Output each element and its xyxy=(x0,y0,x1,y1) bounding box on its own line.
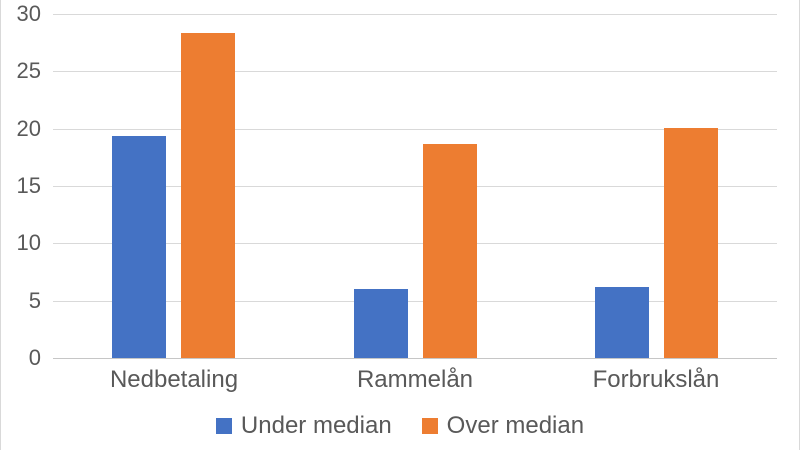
legend: Under median Over median xyxy=(1,412,799,440)
bar-over-median xyxy=(664,128,718,358)
legend-item: Over median xyxy=(421,412,585,440)
gridline xyxy=(53,71,777,72)
bar-over-median xyxy=(423,144,477,358)
y-axis-tick-label: 0 xyxy=(28,345,41,370)
bar-under-median xyxy=(112,136,166,358)
legend-swatch xyxy=(215,418,232,434)
y-axis-tick-label: 20 xyxy=(16,116,41,141)
y-axis-tick-label: 10 xyxy=(16,230,41,255)
y-axis-tick-label: 15 xyxy=(16,173,41,198)
bar-over-median xyxy=(181,33,235,358)
legend-item: Under median xyxy=(215,412,392,440)
category-label: Nedbetaling xyxy=(109,366,239,393)
y-axis-tick-label: 5 xyxy=(28,288,41,313)
legend-swatch xyxy=(421,418,438,434)
y-axis-tick-label: 25 xyxy=(16,58,41,83)
category-label: Rammelån xyxy=(356,366,474,393)
category-label: Forbrukslån xyxy=(592,366,720,393)
legend-label: Over median xyxy=(446,412,585,439)
bar-under-median xyxy=(354,289,408,358)
bar-under-median xyxy=(595,287,649,358)
gridline xyxy=(53,186,777,187)
y-axis-tick-label: 30 xyxy=(16,1,41,26)
legend-label: Under median xyxy=(240,412,392,439)
gridline xyxy=(53,301,777,302)
gridline xyxy=(53,14,777,15)
x-axis-line xyxy=(53,358,777,359)
gridline xyxy=(53,243,777,244)
gridline xyxy=(53,129,777,130)
